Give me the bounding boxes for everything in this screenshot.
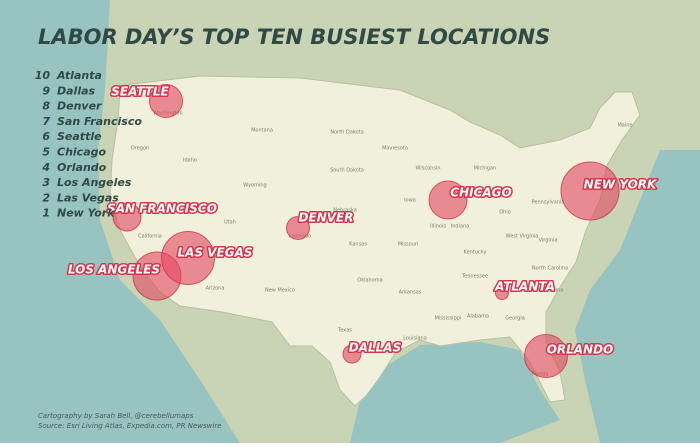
state-label: South Dakota (330, 168, 364, 174)
rank-city: Los Angeles (57, 176, 132, 189)
rank-city: Seattle (57, 130, 102, 143)
location-bubble (112, 202, 142, 232)
city-label: NEW YORK (584, 178, 658, 192)
state-label: Utah (224, 220, 236, 226)
city-label: SAN FRANCISCO (107, 202, 217, 216)
state-label: Louisiana (403, 336, 427, 342)
state-label: Alabama (467, 314, 489, 320)
rank-number: 1 (42, 207, 50, 220)
rank-number: 6 (42, 130, 50, 143)
city-label: LAS VEGAS (177, 246, 252, 260)
location-bubble (428, 180, 468, 220)
rank-city: Atlanta (56, 69, 102, 82)
state-label: Wisconsin (416, 166, 441, 172)
state-label: Georgia (505, 316, 525, 322)
rank-city: Denver (57, 100, 102, 113)
state-label: Wyoming (243, 183, 266, 189)
state-label: New Mexico (265, 288, 295, 294)
rank-number: 2 (42, 191, 50, 204)
atlantic-ocean (575, 150, 700, 443)
state-label: Oregon (131, 146, 149, 152)
state-label: Arizona (206, 286, 225, 292)
city-label: DENVER (299, 211, 354, 225)
rank-number: 7 (42, 115, 50, 128)
credit: Source: Esri Living Atlas, Expedia.com, … (38, 422, 222, 430)
state-label: Mississippi (435, 316, 462, 322)
state-label: North Dakota (330, 130, 363, 136)
state-label: Nebraska (333, 208, 357, 214)
state-label: Kentucky (464, 250, 487, 256)
state-label: Indiana (451, 224, 470, 230)
rank-number: 3 (42, 176, 50, 189)
gulf-of-mexico (350, 342, 560, 443)
state-label: Pennsylvania (532, 200, 565, 206)
location-bubble (149, 84, 183, 118)
rank-city: Orlando (57, 161, 107, 174)
city-label: DALLAS (349, 341, 401, 355)
city-label: ATLANTA (494, 280, 555, 294)
rank-number: 5 (42, 146, 50, 159)
state-label: South Carolina (527, 288, 564, 294)
rank-city: San Francisco (57, 115, 142, 128)
map-title: LABOR DAY’S TOP TEN BUSIEST LOCATIONS (38, 25, 550, 49)
state-label: Texas (337, 328, 352, 334)
state-label: West Virginia (506, 234, 539, 240)
state-label: Tennessee (461, 274, 488, 280)
rank-number: 10 (35, 69, 51, 82)
state-label: Illinois (430, 224, 446, 230)
state-label: California (138, 234, 162, 240)
rank-city: Chicago (57, 146, 106, 159)
location-bubble (161, 231, 215, 285)
rank-city: Las Vegas (57, 191, 119, 204)
rank-number: 4 (41, 161, 50, 174)
city-label: ORLANDO (547, 343, 614, 357)
state-label: Iowa (404, 198, 416, 204)
rank-number: 9 (42, 84, 50, 97)
city-label: CHICAGO (450, 186, 511, 200)
pacific-ocean (0, 0, 240, 443)
location-bubble (560, 161, 620, 221)
state-label: Maine (617, 123, 632, 129)
state-label: Arkansas (399, 290, 422, 296)
rank-number: 8 (42, 100, 50, 113)
state-label: Virginia (539, 238, 558, 244)
location-bubble (524, 334, 568, 378)
state-label: Montana (251, 128, 273, 134)
location-bubble (495, 286, 509, 300)
city-label: LOS ANGELES (68, 263, 160, 277)
credit: Cartography by Sarah Bell, @cerebellumap… (38, 412, 194, 420)
state-label: Ohio (499, 210, 511, 216)
city-label: SEATTLE (111, 85, 169, 99)
location-bubble (286, 216, 310, 240)
location-bubble (342, 344, 362, 364)
rank-city: Dallas (57, 84, 96, 97)
rank-city: New York (57, 207, 115, 220)
state-label: North Carolina (532, 266, 568, 272)
state-label: Minnesota (382, 146, 408, 152)
state-label: Missouri (398, 242, 419, 248)
state-label: Oklahoma (357, 278, 382, 284)
state-label: Idaho (183, 158, 197, 164)
united-states (109, 75, 641, 407)
state-label: Kansas (349, 242, 367, 248)
state-label: Michigan (474, 166, 496, 172)
